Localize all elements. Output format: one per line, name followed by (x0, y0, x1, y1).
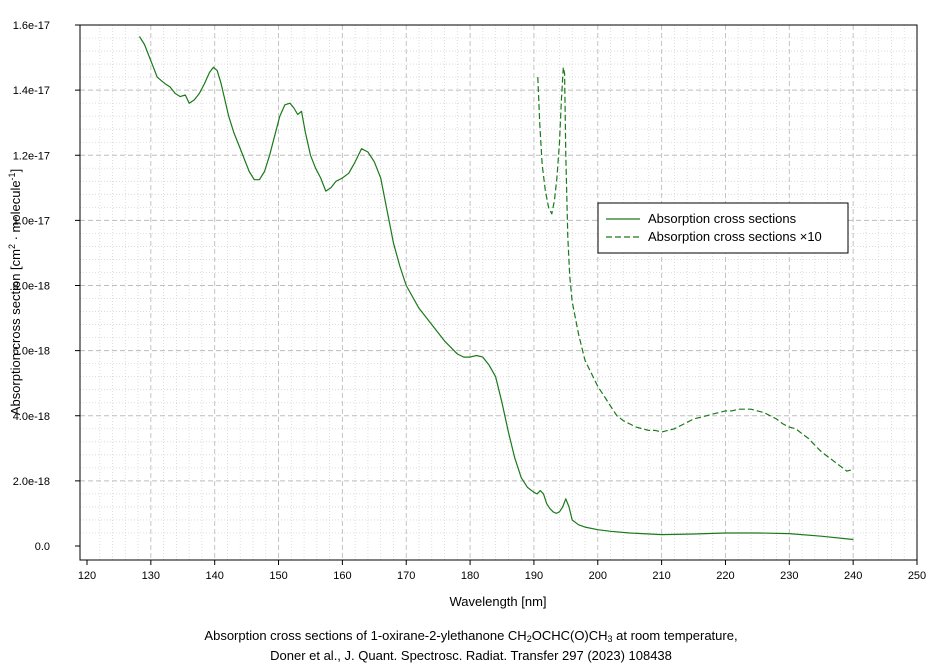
legend-label-series-1: Absorption cross sections (648, 211, 797, 226)
x-tick-label: 130 (142, 570, 160, 582)
y-tick-label: 4.0e-18 (13, 411, 50, 423)
x-tick-label: 230 (780, 570, 798, 582)
x-tick-label: 140 (206, 570, 224, 582)
y-tick-label: 8.0e-18 (13, 281, 50, 293)
plot-frame (79, 24, 918, 561)
x-tick-label: 120 (78, 570, 96, 582)
x-tick-label: 220 (716, 570, 734, 582)
x-tick-label: 180 (461, 570, 479, 582)
plot-area (80, 25, 917, 560)
x-tick-label: 190 (525, 570, 543, 582)
x-tick-label: 240 (844, 570, 862, 582)
y-tick-label: 1.6e-17 (13, 20, 50, 32)
y-tick-label: 0.0 (35, 541, 50, 553)
minor-grid (80, 25, 917, 560)
y-tick-label: 1.2e-17 (13, 150, 50, 162)
x-tick-label: 150 (269, 570, 287, 582)
legend-box (597, 202, 849, 254)
series-line-absorption-x10 (537, 66, 854, 472)
y-axis-title: Absorption cross section [cm2 · molecule… (7, 169, 23, 415)
series-layer (138, 36, 854, 541)
x-axis-title: Wavelength [nm] (449, 594, 546, 609)
y-tick-label: 2.0e-18 (13, 476, 50, 488)
x-axis: 120 130 140 150 160 170 180 190 200 210 220 230 240 2… (78, 560, 926, 582)
x-tick-label: 250 (908, 570, 926, 582)
legend: Absorption cross sections Absorption cro… (597, 202, 849, 254)
y-tick-label: 6.0e-18 (13, 346, 50, 358)
x-tick-label: 210 (652, 570, 670, 582)
series-line-absorption (138, 36, 854, 541)
y-tick-label: 1.4e-17 (13, 85, 50, 97)
x-tick-label: 170 (397, 570, 415, 582)
x-tick-label: 160 (333, 570, 351, 582)
x-tick-label: 200 (589, 570, 607, 582)
caption-line-1: Absorption cross sections of 1-oxirane-2… (204, 628, 738, 644)
y-axis: 0.0 2.0e-18 4.0e-18 6.0e-18 8.0e-18 1.0e-17 1.… (13, 20, 80, 553)
caption-line-2: Doner et al., J. Quant. Spectrosc. Radia… (270, 648, 672, 663)
y-tick-label: 1.0e-17 (13, 215, 50, 227)
legend-label-series-2: Absorption cross sections ×10 (648, 229, 822, 244)
